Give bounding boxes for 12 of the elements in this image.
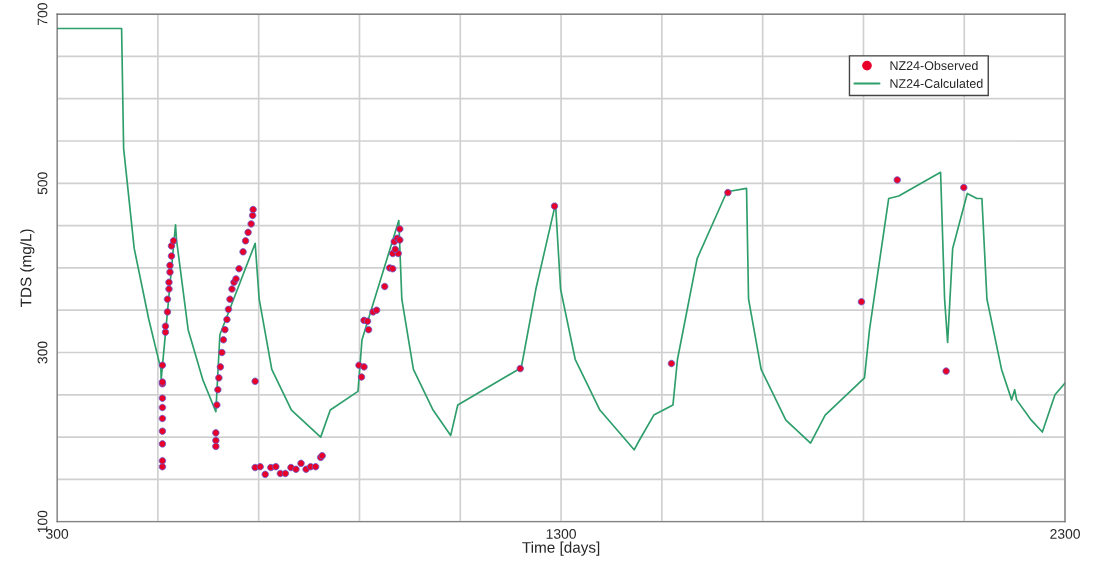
legend-label: NZ24-Calculated (890, 78, 983, 88)
legend-label: NZ24-Observed (890, 60, 978, 71)
x-tick-label: 2300 (1050, 529, 1080, 539)
line-series (57, 27, 1066, 451)
x-axis-title: Time [days] (522, 541, 600, 556)
x-tick-label: 1300 (546, 529, 576, 539)
y-tick-label: 300 (37, 341, 48, 364)
y-tick-label: 700 (37, 3, 48, 25)
x-tick-label: 300 (46, 529, 69, 539)
y-axis-title: TDS (mg/L) (20, 229, 35, 308)
y-tick-label: 100 (37, 510, 48, 533)
y-tick-label: 500 (37, 172, 48, 195)
